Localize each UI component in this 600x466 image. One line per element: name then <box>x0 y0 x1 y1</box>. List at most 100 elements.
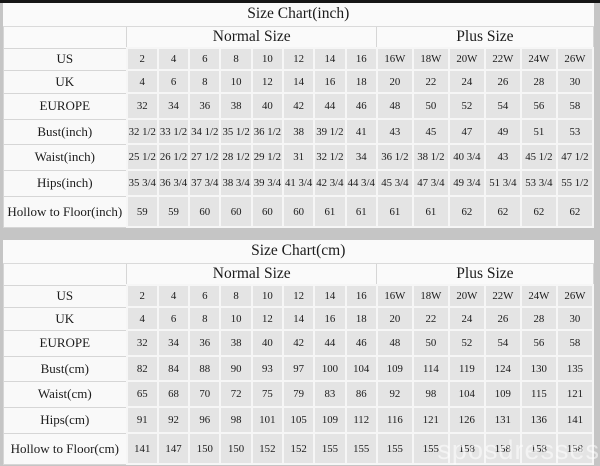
size-cell: 104 <box>344 355 378 382</box>
size-cell: 28 <box>519 306 558 331</box>
size-cell: 26W <box>555 284 595 308</box>
size-cell: 44 3/4 <box>344 169 378 197</box>
table-row: US 2 4 6 8 10 12 14 16 16W 18W 20W 22W 24W 26W <box>2 47 595 71</box>
size-cell: 61 <box>344 195 378 228</box>
row-label: Waist(inch) <box>2 143 128 171</box>
size-cell: 24W <box>519 47 558 71</box>
size-cell: 6 <box>188 47 222 71</box>
group-header-plus-size: Plus Size <box>376 262 594 286</box>
size-cell: 40 <box>250 92 285 120</box>
size-cell: 93 <box>250 355 285 382</box>
row-label: US <box>2 47 128 71</box>
size-cell: 10 <box>219 69 253 94</box>
size-cell: 8 <box>188 306 222 331</box>
size-cell: 109 <box>313 406 347 434</box>
size-cell: 38 <box>219 92 253 120</box>
size-cell: 34 <box>344 143 378 171</box>
size-cell: 6 <box>156 69 191 94</box>
size-cell: 30 <box>555 69 595 94</box>
size-cell: 16 <box>344 47 378 71</box>
size-cell: 58 <box>555 92 595 120</box>
size-cell: 42 <box>282 92 316 120</box>
size-cell: 33 1/2 <box>156 118 191 145</box>
size-cell: 16 <box>344 284 378 308</box>
size-cell: 48 <box>375 329 414 357</box>
size-cell: 60 <box>282 195 316 228</box>
size-cell: 24 <box>447 69 486 94</box>
table-title: Size Chart(inch) <box>3 3 593 27</box>
size-cell: 116 <box>375 406 414 434</box>
size-cell: 115 <box>519 380 558 408</box>
size-cell: 109 <box>483 380 522 408</box>
row-label: EUROPE <box>2 329 128 357</box>
size-cell: 46 <box>344 92 378 120</box>
size-cell: 51 <box>519 118 558 145</box>
table-row: US 2 4 6 8 10 12 14 16 16W 18W 20W 22W 24W 26W <box>2 284 595 308</box>
size-cell: 97 <box>282 355 316 382</box>
table-title: Size Chart(cm) <box>3 240 593 264</box>
size-cell: 124 <box>483 355 522 382</box>
size-cell: 150 <box>219 432 253 465</box>
size-cell: 16W <box>375 47 414 71</box>
table-row: Bust(cm) 82 84 88 90 93 97 100 104 109 114 119 124 13… <box>2 355 595 382</box>
size-cell: 26 <box>483 69 522 94</box>
size-cell: 72 <box>219 380 253 408</box>
size-cell: 20 <box>375 306 414 331</box>
row-label: Hollow to Floor(cm) <box>2 432 128 465</box>
size-cell: 39 1/2 <box>313 118 347 145</box>
size-cell: 131 <box>483 406 522 434</box>
size-cell: 47 <box>447 118 486 145</box>
size-cell: 52 <box>447 92 486 120</box>
size-cell: 25 1/2 <box>125 143 159 171</box>
size-cell: 32 <box>125 329 159 357</box>
size-cell: 29 1/2 <box>250 143 285 171</box>
size-cell: 18 <box>344 69 378 94</box>
size-cell: 44 <box>313 92 347 120</box>
size-cell: 12 <box>282 47 316 71</box>
table-row: UK 4 6 8 10 12 14 16 18 20 22 24 26 28 30 <box>2 69 595 94</box>
size-cell: 158 <box>519 432 558 465</box>
size-cell: 44 <box>313 329 347 357</box>
group-header-normal-size: Normal Size <box>126 25 378 49</box>
size-cell: 61 <box>411 195 450 228</box>
size-cell: 36 1/2 <box>375 143 414 171</box>
group-header-plus-size: Plus Size <box>376 25 594 49</box>
size-cell: 54 <box>483 329 522 357</box>
size-cell: 32 <box>125 92 159 120</box>
size-cell: 32 1/2 <box>125 118 159 145</box>
size-cell: 34 <box>156 329 191 357</box>
row-label: Waist(cm) <box>2 380 128 408</box>
size-cell: 26 <box>483 306 522 331</box>
size-cell: 16 <box>313 306 347 331</box>
row-label: Hips(inch) <box>2 169 128 197</box>
row-label: US <box>2 284 128 308</box>
size-cell: 6 <box>156 306 191 331</box>
size-chart-inch-section: Size Chart(inch) Normal Size Plus Size US 2 4… <box>2 3 595 228</box>
size-cell: 45 3/4 <box>375 169 414 197</box>
size-cell: 155 <box>313 432 347 465</box>
size-cell: 92 <box>375 380 414 408</box>
size-cell: 22 <box>411 306 450 331</box>
size-cell: 22W <box>483 47 522 71</box>
size-cell: 92 <box>156 406 191 434</box>
size-cell: 104 <box>447 380 486 408</box>
table-gap <box>3 228 594 240</box>
size-cell: 27 1/2 <box>188 143 222 171</box>
size-cell: 18W <box>411 47 450 71</box>
size-cell: 14 <box>313 284 347 308</box>
size-cell: 54 <box>483 92 522 120</box>
size-cell: 12 <box>250 306 285 331</box>
size-cell: 38 1/2 <box>411 143 450 171</box>
size-cell: 4 <box>156 47 191 71</box>
size-cell: 18 <box>344 306 378 331</box>
size-cell: 119 <box>447 355 486 382</box>
size-cell: 10 <box>219 306 253 331</box>
size-cell: 90 <box>219 355 253 382</box>
size-cell: 12 <box>250 69 285 94</box>
size-cell: 59 <box>156 195 191 228</box>
size-cell: 14 <box>313 47 347 71</box>
size-cell: 68 <box>156 380 191 408</box>
size-cell: 141 <box>125 432 159 465</box>
size-cell: 48 <box>375 92 414 120</box>
size-cell: 24W <box>519 284 558 308</box>
